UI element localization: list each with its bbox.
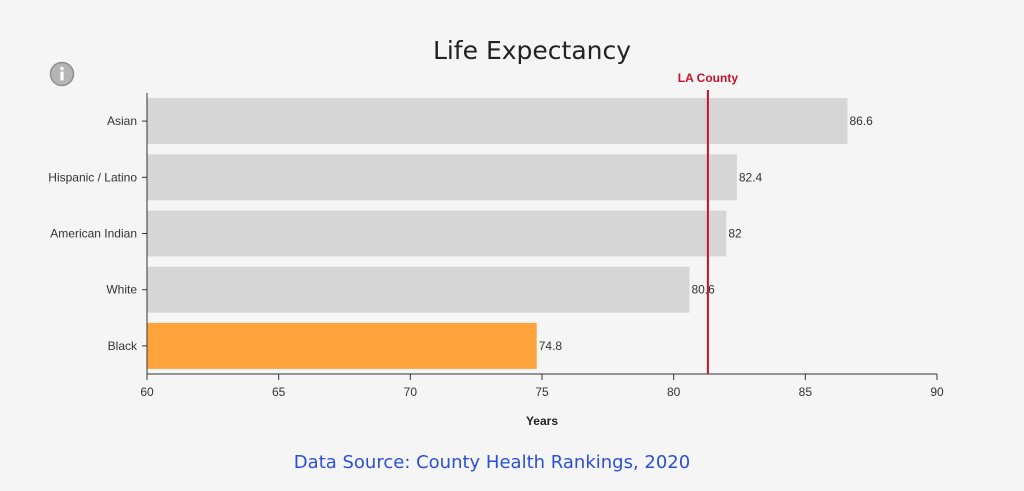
value-label: 86.6 <box>849 114 873 128</box>
x-tick-label: 75 <box>535 385 549 399</box>
x-tick-label: 65 <box>272 385 286 399</box>
x-tick-label: 90 <box>930 385 944 399</box>
bar-white <box>147 266 690 313</box>
chart-title: Life Expectancy <box>432 36 632 65</box>
info-icon[interactable] <box>49 61 75 87</box>
value-label: 82.4 <box>739 170 763 184</box>
category-label: White <box>106 283 137 297</box>
x-tick-label: 85 <box>799 385 813 399</box>
category-label: American Indian <box>50 227 137 241</box>
value-label: 74.8 <box>539 339 563 353</box>
x-tick-label: 70 <box>404 385 418 399</box>
bar-american-indian <box>147 210 727 257</box>
category-label: Black <box>108 339 138 353</box>
x-tick-label: 80 <box>667 385 681 399</box>
value-label: 82 <box>728 227 742 241</box>
life-expectancy-chart: Asian 86.6 Hispanic / Latino 82.4 American I… <box>48 71 944 428</box>
la-county-label: LA County <box>678 71 739 85</box>
category-label: Asian <box>107 114 137 128</box>
data-source[interactable]: Data Source: County Health Rankings, 202… <box>293 452 691 473</box>
bar-black <box>147 322 537 369</box>
x-tick-label: 60 <box>140 385 154 399</box>
bar-hispanic-latino <box>147 154 737 201</box>
value-label: 80.6 <box>691 283 715 297</box>
bar-asian <box>147 98 848 145</box>
x-axis-label: Years <box>526 414 558 428</box>
category-label: Hispanic / Latino <box>48 170 137 184</box>
